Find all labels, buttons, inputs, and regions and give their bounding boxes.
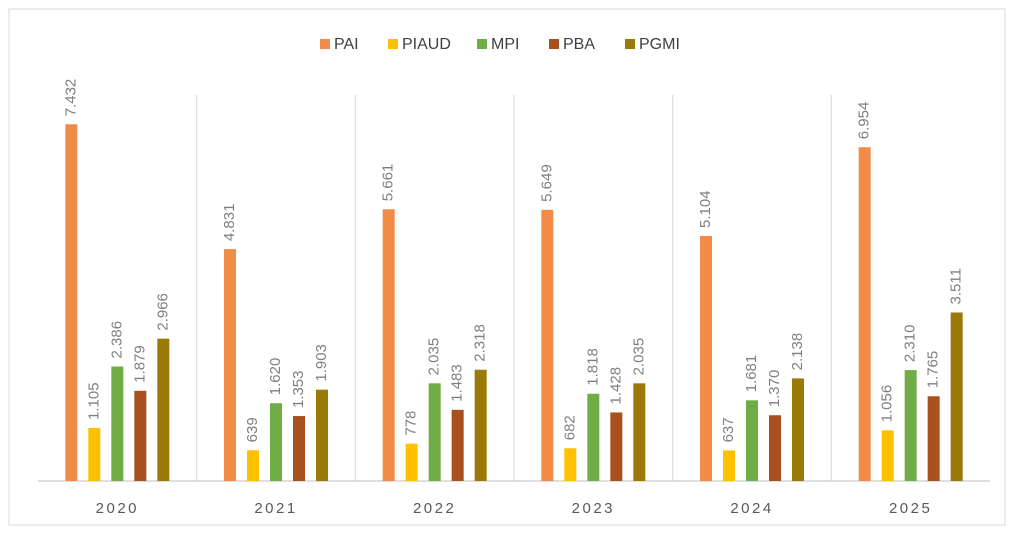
bar bbox=[316, 389, 328, 481]
value-label: 5.661 bbox=[380, 164, 397, 202]
value-label: 2.138 bbox=[789, 333, 806, 371]
legend: PAI PIAUD MPI PBA PGMI bbox=[320, 36, 680, 53]
bar bbox=[428, 383, 441, 481]
value-label: 639 bbox=[244, 417, 261, 442]
x-tick-label: 2021 bbox=[254, 500, 297, 517]
bar bbox=[541, 209, 554, 481]
value-label: 1.370 bbox=[766, 370, 783, 408]
legend-label: PIAUD bbox=[402, 36, 451, 53]
bar bbox=[451, 409, 464, 481]
bar bbox=[610, 412, 623, 481]
bar bbox=[88, 427, 101, 481]
bar bbox=[904, 370, 917, 481]
x-tick-label: 2024 bbox=[730, 500, 773, 517]
value-label: 7.432 bbox=[62, 79, 79, 117]
legend-swatch bbox=[625, 39, 635, 49]
value-label: 2.318 bbox=[472, 324, 489, 362]
value-label: 1.353 bbox=[290, 371, 307, 409]
bar bbox=[270, 403, 282, 481]
bar bbox=[474, 369, 487, 481]
legend-swatch bbox=[388, 39, 398, 49]
legend-swatch bbox=[549, 39, 559, 49]
chart-border bbox=[8, 8, 1006, 526]
bar bbox=[564, 448, 577, 481]
bar bbox=[792, 378, 804, 481]
bar bbox=[111, 366, 124, 481]
bar bbox=[247, 450, 259, 481]
value-label: 637 bbox=[720, 417, 737, 442]
bar bbox=[858, 147, 871, 481]
legend-swatch bbox=[477, 39, 487, 49]
bar bbox=[405, 443, 418, 481]
value-label: 3.511 bbox=[948, 268, 965, 304]
value-label: 1.428 bbox=[607, 367, 624, 405]
value-label: 2.035 bbox=[426, 338, 443, 376]
bar bbox=[746, 400, 758, 481]
value-label: 2.310 bbox=[902, 325, 919, 363]
bar bbox=[65, 124, 78, 481]
value-label: 1.620 bbox=[267, 358, 284, 396]
legend-label: PGMI bbox=[639, 36, 680, 53]
value-label: 778 bbox=[403, 411, 420, 436]
legend-label: MPI bbox=[491, 36, 519, 53]
value-label: 4.831 bbox=[221, 204, 238, 242]
value-label: 1.681 bbox=[743, 355, 760, 393]
x-tick-label: 2020 bbox=[96, 500, 139, 517]
value-label: 1.818 bbox=[584, 348, 601, 386]
bar bbox=[881, 430, 894, 481]
legend-label: PBA bbox=[563, 36, 595, 53]
value-label: 1.879 bbox=[131, 345, 148, 383]
value-label: 1.056 bbox=[879, 385, 896, 423]
bar bbox=[769, 415, 781, 481]
bar bbox=[700, 236, 712, 481]
bar bbox=[134, 390, 147, 481]
bar bbox=[157, 338, 170, 481]
value-label: 1.903 bbox=[313, 344, 330, 382]
value-label: 1.483 bbox=[449, 364, 466, 402]
bar bbox=[224, 249, 236, 481]
bar bbox=[633, 383, 646, 481]
value-label: 5.104 bbox=[697, 190, 714, 228]
value-label: 682 bbox=[561, 415, 578, 440]
value-label: 1.105 bbox=[85, 382, 102, 420]
bar bbox=[293, 416, 305, 481]
x-tick-label: 2025 bbox=[889, 500, 932, 517]
x-tick-label: 2023 bbox=[572, 500, 615, 517]
bar bbox=[950, 312, 963, 481]
bar bbox=[723, 450, 735, 481]
value-label: 2.035 bbox=[630, 338, 647, 376]
value-label: 5.649 bbox=[538, 164, 555, 202]
bar bbox=[927, 396, 940, 481]
value-label: 6.954 bbox=[856, 102, 873, 140]
bar bbox=[587, 393, 600, 481]
legend-label: PAI bbox=[334, 36, 359, 53]
x-tick-label: 2022 bbox=[413, 500, 456, 517]
bar bbox=[382, 209, 395, 481]
value-label: 1.765 bbox=[925, 351, 942, 389]
value-label: 2.966 bbox=[154, 293, 171, 331]
value-label: 2.386 bbox=[108, 321, 125, 359]
legend-swatch bbox=[320, 39, 330, 49]
